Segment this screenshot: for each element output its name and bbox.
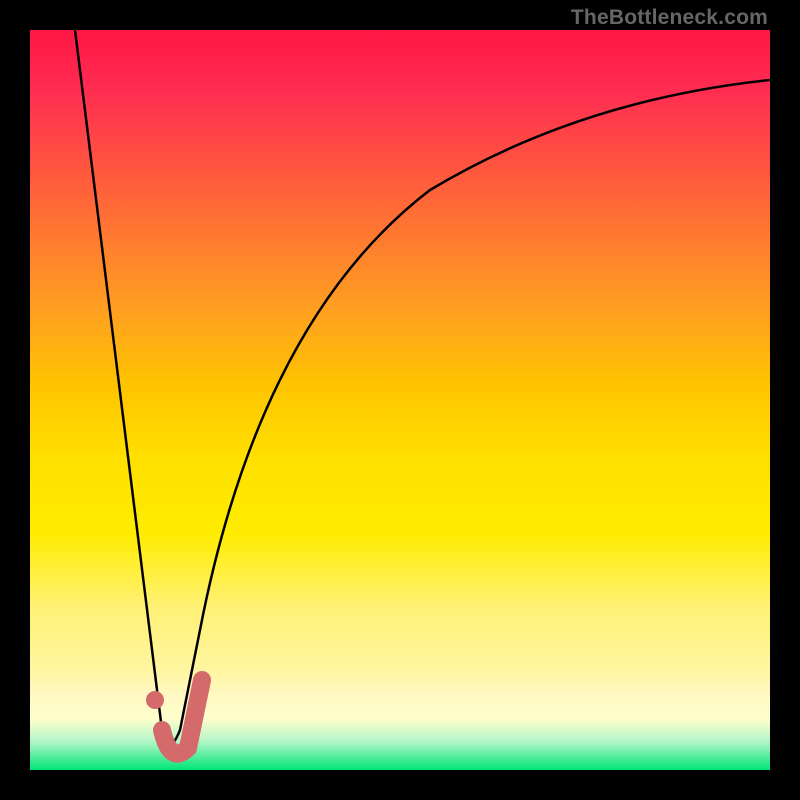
curve-svg	[30, 30, 770, 770]
marker-dot	[146, 691, 164, 709]
watermark-text: TheBottleneck.com	[571, 6, 768, 30]
chart-container: TheBottleneck.com	[0, 0, 800, 800]
main-curve	[75, 30, 770, 745]
plot-area	[30, 30, 770, 770]
